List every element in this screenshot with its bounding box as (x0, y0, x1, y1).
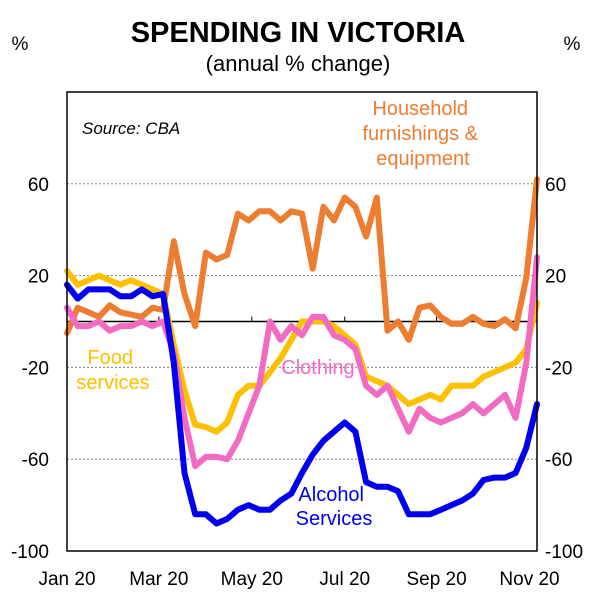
chart-subtitle: (annual % change) (206, 51, 391, 76)
label-alcohol-services: Alcohol Services (296, 484, 373, 530)
y-tick-label-left: -100 (11, 542, 49, 563)
source-note: Source: CBA (82, 119, 180, 138)
label-household-furnishings: Household furnishings & equipment (362, 98, 483, 170)
label-clothing: Clothing (281, 357, 354, 379)
y-axis-unit-right: % (564, 34, 581, 55)
label-food-services: Food services (76, 347, 149, 394)
x-tick-label: May 20 (221, 569, 283, 590)
y-tick-label-right: 60 (545, 175, 566, 196)
y-tick-label-left: -20 (22, 358, 49, 379)
y-tick-label-left: -60 (22, 450, 49, 471)
x-tick-label: Jan 20 (38, 569, 95, 590)
series-food-services (64, 268, 540, 435)
y-tick-label-left: 60 (28, 175, 49, 196)
series-lines (64, 176, 540, 527)
y-tick-label-right: -100 (545, 542, 583, 563)
y-tick-label-right: 20 (545, 267, 566, 288)
x-axis-tick-labels: Jan 20 Mar 20 May 20 Jul 20 Sep 20 Nov 20 (38, 569, 559, 590)
x-tick-label: Sep 20 (406, 569, 466, 590)
y-axis-unit-left: % (12, 34, 29, 55)
series-clothing (64, 254, 540, 470)
series-alcohol-services (64, 281, 540, 527)
x-tick-label: Nov 20 (499, 569, 559, 590)
y-tick-label-right: -20 (545, 358, 572, 379)
series-household-furnishings (64, 176, 540, 343)
y-axis-tick-labels: 60 60 20 20 -20 -20 -60 -60 -100 -100 (11, 175, 583, 563)
x-tick-label: Mar 20 (129, 569, 188, 590)
chart-title: SPENDING IN VICTORIA (131, 17, 466, 49)
y-tick-label-right: -60 (545, 450, 572, 471)
plot-frame (66, 91, 538, 552)
x-tick-label: Jul 20 (319, 569, 370, 590)
y-tick-label-left: 20 (28, 267, 49, 288)
